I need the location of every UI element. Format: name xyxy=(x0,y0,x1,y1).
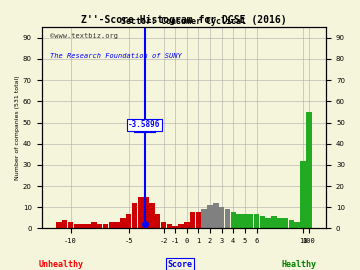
Bar xyxy=(277,218,283,228)
Bar xyxy=(143,197,149,228)
Bar xyxy=(196,211,201,228)
Bar xyxy=(254,214,259,228)
Bar xyxy=(202,210,207,228)
Bar xyxy=(248,214,253,228)
Bar xyxy=(56,222,62,228)
Bar xyxy=(108,222,114,228)
Title: Z''-Score Histogram for DGSE (2016): Z''-Score Histogram for DGSE (2016) xyxy=(81,15,287,25)
Bar xyxy=(283,218,288,228)
Bar xyxy=(178,224,184,228)
Bar xyxy=(62,220,67,228)
Bar xyxy=(265,218,271,228)
Text: ©www.textbiz.org: ©www.textbiz.org xyxy=(50,33,118,39)
Text: Healthy: Healthy xyxy=(281,260,316,269)
Bar xyxy=(271,216,277,228)
Bar xyxy=(260,216,265,228)
Bar xyxy=(155,214,161,228)
Bar xyxy=(103,224,108,228)
Bar xyxy=(207,205,213,228)
Bar xyxy=(126,214,131,228)
Bar xyxy=(242,214,248,228)
Bar xyxy=(225,210,230,228)
Bar xyxy=(237,214,242,228)
Text: The Research Foundation of SUNY: The Research Foundation of SUNY xyxy=(50,53,182,59)
Bar xyxy=(172,226,178,228)
Bar xyxy=(190,211,195,228)
Bar xyxy=(161,222,166,228)
Bar xyxy=(97,224,102,228)
Text: Score: Score xyxy=(167,260,193,269)
Bar xyxy=(167,224,172,228)
Bar xyxy=(184,222,189,228)
Bar xyxy=(85,224,91,228)
Bar xyxy=(289,220,294,228)
Bar xyxy=(300,161,306,228)
Y-axis label: Number of companies (531 total): Number of companies (531 total) xyxy=(15,76,20,180)
Bar xyxy=(138,197,143,228)
Bar xyxy=(219,207,224,228)
Bar xyxy=(230,211,236,228)
Bar xyxy=(120,218,126,228)
Bar xyxy=(132,203,137,228)
Bar xyxy=(149,203,155,228)
Bar xyxy=(213,203,219,228)
Bar xyxy=(294,222,300,228)
Text: Unhealthy: Unhealthy xyxy=(39,260,84,269)
Bar xyxy=(114,222,120,228)
Bar xyxy=(80,224,85,228)
Bar xyxy=(68,222,73,228)
Bar xyxy=(306,112,311,228)
Bar xyxy=(74,224,79,228)
Text: Sector: Consumer Cyclical: Sector: Consumer Cyclical xyxy=(121,17,246,26)
Text: -3.5896: -3.5896 xyxy=(128,120,161,129)
Bar xyxy=(91,222,96,228)
